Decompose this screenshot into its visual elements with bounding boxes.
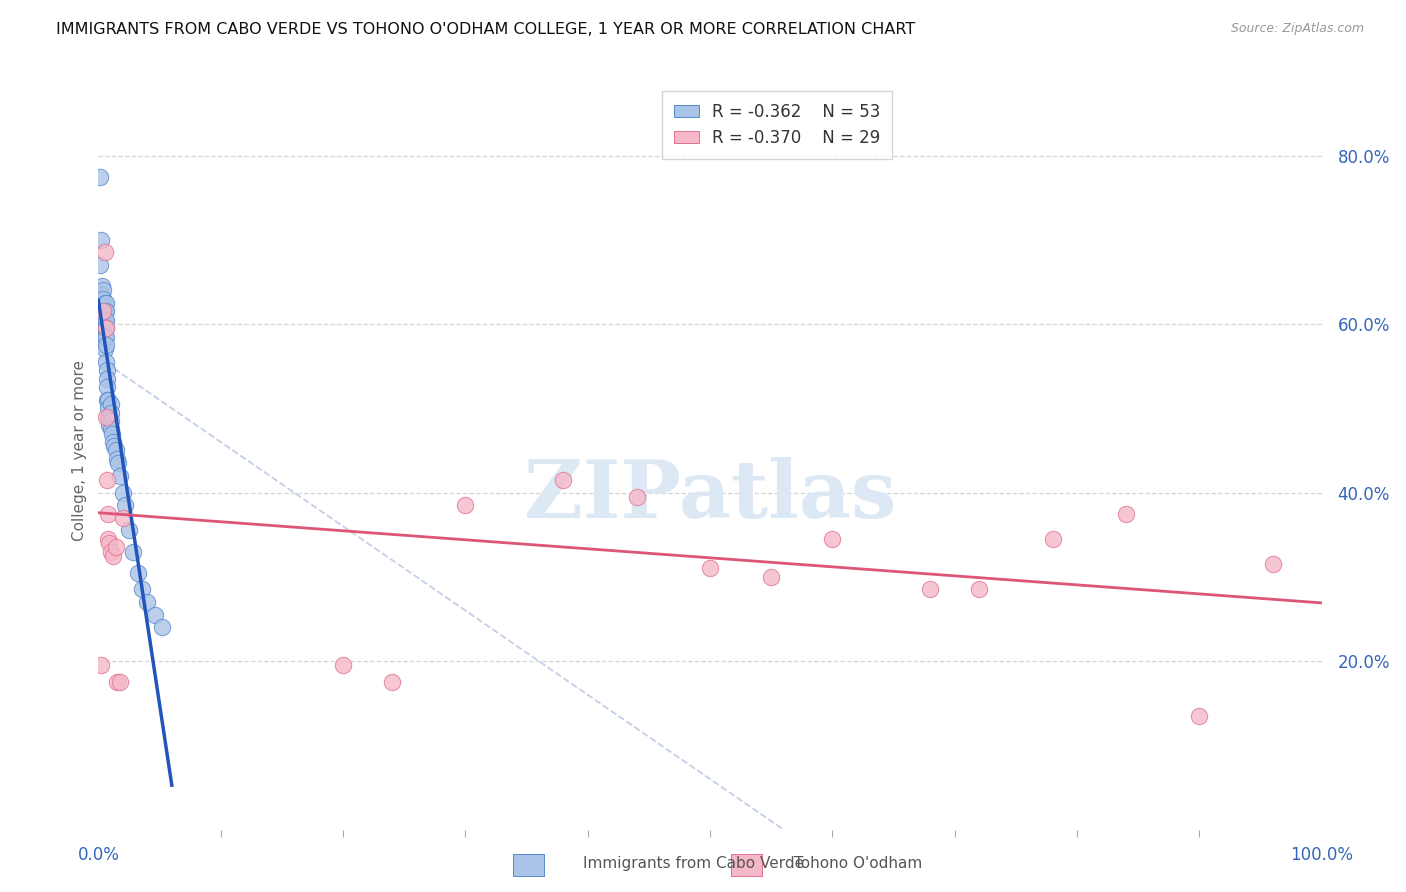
Point [96,380,118,394]
Point [105,675,128,690]
Point [94,321,117,335]
Point [91,292,114,306]
Point [93,330,115,344]
Text: ZIPatlas: ZIPatlas [524,457,896,535]
Point [93,321,115,335]
Legend: R = -0.362    N = 53, R = -0.370    N = 29: R = -0.362 N = 53, R = -0.370 N = 29 [662,91,893,159]
Point [91,317,114,331]
Point [93,304,115,318]
Point [100,544,122,558]
Point [97,392,120,407]
Point [110,675,132,690]
Point [94,330,117,344]
Point [93,343,115,357]
Point [96,473,118,487]
Point [967,582,990,597]
Point [105,451,128,466]
Point [91,309,114,323]
Point [118,524,141,538]
Point [93,245,115,260]
Point [101,426,124,441]
Point [96,392,118,407]
Point [91,287,114,301]
Point [91,304,114,318]
Point [454,498,477,512]
Point [699,561,721,575]
Point [761,570,783,584]
Point [553,473,575,487]
Point [97,401,120,416]
Point [1261,557,1284,572]
Point [381,675,404,690]
Point [98,536,121,550]
Point [626,490,648,504]
Point [94,296,117,310]
Point [89,258,111,272]
Point [96,363,118,377]
Point [91,309,114,323]
Text: Tohono O'odham: Tohono O'odham [794,856,922,871]
Point [131,582,153,597]
Point [96,372,118,386]
Point [94,313,117,327]
Point [98,409,121,424]
Point [110,468,132,483]
Point [97,532,120,546]
Point [127,566,149,580]
Point [104,541,127,555]
Point [821,532,844,546]
Point [101,549,124,563]
Point [143,607,166,622]
Point [1188,708,1211,723]
Point [101,435,124,450]
Point [111,511,134,525]
Point [93,296,115,310]
Point [1042,532,1064,546]
Point [332,658,354,673]
Point [89,169,111,184]
Point [94,355,117,369]
Point [1115,507,1137,521]
Point [97,507,120,521]
Point [100,414,122,428]
Text: Source: ZipAtlas.com: Source: ZipAtlas.com [1230,22,1364,36]
Point [97,409,120,424]
Point [100,422,122,436]
Point [91,284,114,298]
Point [94,304,117,318]
Text: IMMIGRANTS FROM CABO VERDE VS TOHONO O'ODHAM COLLEGE, 1 YEAR OR MORE CORRELATION: IMMIGRANTS FROM CABO VERDE VS TOHONO O'O… [56,22,915,37]
Point [98,418,121,433]
Point [90,233,112,247]
Point [114,498,136,512]
Point [94,409,117,424]
Point [94,321,117,335]
Text: Immigrants from Cabo Verde: Immigrants from Cabo Verde [583,856,804,871]
Point [93,313,115,327]
Point [104,443,127,458]
Point [91,300,114,314]
Point [94,338,117,352]
Point [90,658,112,673]
Point [107,456,129,470]
Point [121,544,143,558]
Point [103,439,125,453]
Point [920,582,942,597]
Point [111,485,134,500]
Point [100,397,122,411]
Y-axis label: College, 1 year or more: College, 1 year or more [72,360,87,541]
Point [91,279,114,293]
Point [150,620,173,634]
Point [136,595,159,609]
Point [100,405,122,420]
